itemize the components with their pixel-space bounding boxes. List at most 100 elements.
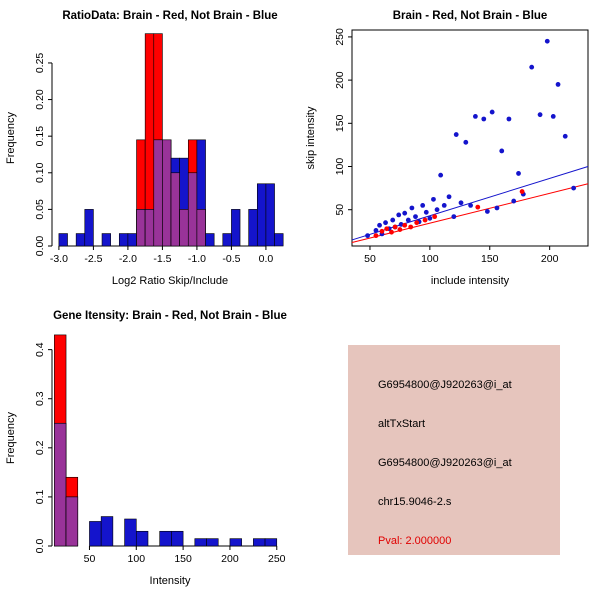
gene-histogram-title: Gene Itensity: Brain - Red, Not Brain - … — [53, 310, 287, 322]
chromosome-line: chr15.9046-2.s — [378, 496, 452, 508]
data-point — [537, 112, 543, 118]
data-point — [499, 148, 505, 154]
x-tick-label: -3.0 — [50, 253, 68, 265]
data-point — [475, 204, 481, 210]
data-point — [432, 214, 438, 220]
y-tick-label: 0.2 — [34, 440, 46, 455]
y-tick-label: 250 — [334, 28, 346, 46]
plot-box — [351, 29, 589, 247]
histogram-bar — [196, 209, 206, 247]
y-tick-label: 200 — [334, 71, 346, 89]
x-tick-label: -2.0 — [119, 253, 137, 265]
histogram-bar — [229, 538, 242, 547]
data-point — [529, 64, 535, 70]
panel-ratio-histogram: RatioData: Brain - Red, Not Brain - Blue… — [0, 0, 300, 300]
data-point — [519, 189, 525, 194]
histogram-bar — [100, 516, 114, 547]
data-point — [373, 233, 379, 239]
not-brain-points — [365, 38, 577, 239]
regression-line — [351, 183, 589, 244]
x-tick-label: 200 — [541, 253, 559, 265]
histogram-bar — [206, 538, 219, 547]
data-point — [396, 212, 402, 218]
pval-line: Pval: 2.000000 — [378, 535, 452, 547]
y-tick-label: 0.15 — [34, 126, 46, 147]
data-point — [431, 196, 436, 202]
panel-scatter: Brain - Red, Not Brain - Blue include in… — [300, 0, 600, 300]
ratio-histogram-plot-area: -3.0 -2.5 -2.0 -1.5 -1.0 -0.5 0.0 0.00 0.05 0.10 0… — [34, 33, 284, 265]
data-point — [555, 82, 561, 87]
ratio-histogram-svg: RatioData: Brain - Red, Not Brain - Blue… — [5, 10, 284, 287]
x-tick-label: 200 — [221, 553, 239, 565]
histogram-bar — [65, 496, 79, 547]
y-tick-label: 50 — [334, 204, 346, 216]
histogram-bar — [162, 139, 172, 247]
axes: -3.0 -2.5 -2.0 -1.5 -1.0 -0.5 0.0 0.00 0.05 0.10 0… — [34, 53, 273, 265]
data-point — [562, 133, 568, 139]
data-point — [463, 139, 469, 145]
gene-histogram-ylabel: Frequency — [5, 412, 17, 464]
data-point — [392, 224, 398, 230]
histogram-bar — [222, 233, 232, 247]
histogram-bar — [264, 538, 278, 547]
data-point — [402, 210, 408, 216]
histogram-bar — [171, 530, 184, 547]
data-point — [453, 132, 459, 137]
scatter-svg: Brain - Red, Not Brain - Blue include in… — [305, 10, 589, 287]
x-tick-label: 250 — [268, 553, 286, 565]
y-tick-label: 0.1 — [34, 489, 46, 504]
histogram-bar — [127, 233, 137, 247]
y-tick-label: 0.25 — [34, 53, 46, 74]
y-tick-label: 0.00 — [34, 236, 46, 257]
y-tick-label: 0.10 — [34, 162, 46, 183]
data-point — [414, 220, 420, 226]
x-tick-label: -0.5 — [222, 253, 240, 265]
histogram-bar — [101, 233, 111, 247]
probe-id-line-2: G6954800@J920263@i_at — [378, 457, 512, 469]
histogram-bar — [231, 209, 241, 247]
histogram-bar — [248, 209, 258, 247]
data-point — [544, 38, 550, 44]
gene-histogram-plot-area: 50 100 150 200 250 0.0 0.1 0.2 0.3 0.4 — [34, 334, 286, 565]
histogram-bar — [118, 233, 129, 247]
y-tick-label: 0.0 — [34, 539, 46, 554]
y-tick-label: 0.3 — [34, 391, 46, 406]
data-point — [389, 229, 394, 235]
histogram-bar — [159, 530, 172, 547]
data-point — [489, 109, 495, 115]
data-point — [384, 226, 390, 232]
data-point — [409, 205, 415, 211]
histogram-bar — [194, 538, 207, 547]
data-point — [484, 209, 490, 214]
x-tick-label: 150 — [481, 253, 499, 265]
data-point — [571, 185, 577, 191]
data-point — [481, 116, 487, 122]
data-point — [420, 202, 426, 208]
ratio-histogram-ylabel: Frequency — [5, 112, 17, 164]
data-point — [468, 202, 473, 208]
scatter-xlabel: include intensity — [431, 275, 510, 287]
y-tick-label: 0.20 — [34, 89, 46, 110]
data-point — [446, 194, 452, 200]
ratio-histogram-title: RatioData: Brain - Red, Not Brain - Blue — [62, 10, 277, 22]
histogram-bar — [135, 530, 149, 547]
data-point — [398, 222, 404, 227]
data-point — [383, 220, 388, 226]
axes: 50 100 150 200 50 100 150 200 250 — [334, 28, 589, 265]
data-point — [451, 214, 457, 220]
x-tick-label: 50 — [84, 553, 96, 565]
axes: 50 100 150 200 250 0.0 0.1 0.2 0.3 0.4 — [34, 342, 286, 565]
data-point — [427, 215, 433, 221]
histogram-bar — [265, 183, 275, 247]
data-point — [408, 224, 414, 230]
y-tick-label: 0.4 — [34, 342, 46, 357]
histogram-bar — [89, 521, 102, 547]
y-tick-label: 150 — [334, 114, 346, 132]
data-point — [405, 217, 411, 223]
data-point — [511, 198, 517, 204]
histogram-bar — [274, 233, 284, 247]
x-tick-label: -1.5 — [153, 253, 171, 265]
data-point — [458, 200, 464, 206]
x-tick-label: 0.0 — [259, 253, 274, 265]
histogram-bar — [179, 209, 189, 247]
